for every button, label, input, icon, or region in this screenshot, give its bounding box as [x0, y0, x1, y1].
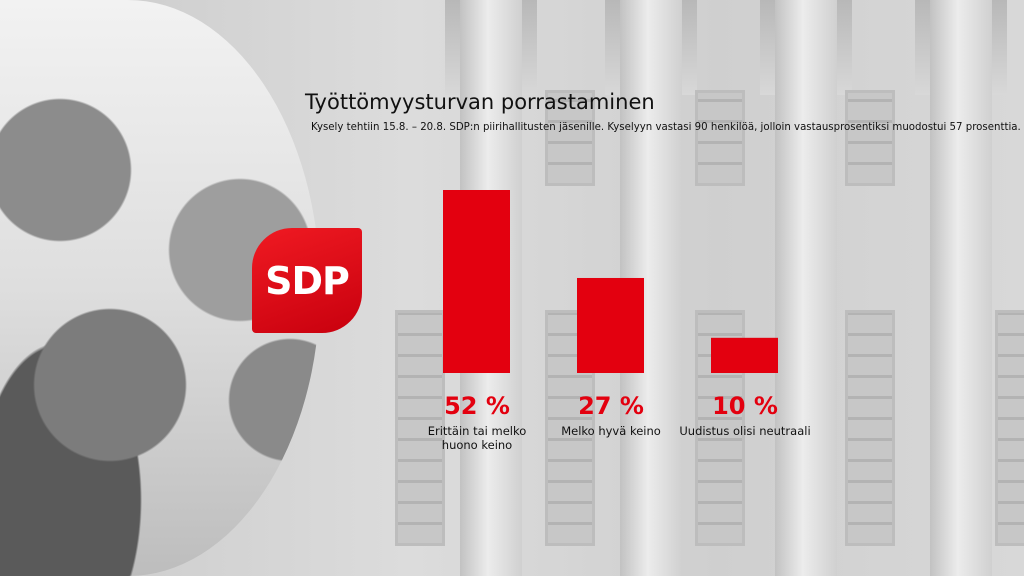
bar-3 — [711, 337, 778, 373]
logo-text: SDP — [265, 258, 350, 303]
chart-title: Työttömyysturvan porrastaminen — [305, 90, 655, 114]
window — [695, 90, 745, 186]
window — [845, 90, 895, 186]
sdp-logo: SDP — [252, 228, 362, 333]
window — [395, 310, 445, 546]
value-label: 10 % — [712, 392, 778, 420]
category-label: Melko hyvä keino — [561, 424, 661, 438]
value-label: 52 % — [444, 392, 510, 420]
column — [775, 0, 837, 576]
bar-2 — [577, 277, 644, 373]
bar-1 — [443, 190, 510, 373]
column — [930, 0, 992, 576]
value-label: 27 % — [578, 392, 644, 420]
window — [995, 310, 1024, 546]
window — [545, 90, 595, 186]
chart-subtitle: Kysely tehtiin 15.8. – 20.8. SDP:n piiri… — [311, 122, 1021, 133]
category-label: Uudistus olisi neutraali — [679, 424, 811, 438]
window — [845, 310, 895, 546]
category-label: Erittäin tai melko huono keino — [427, 424, 527, 452]
